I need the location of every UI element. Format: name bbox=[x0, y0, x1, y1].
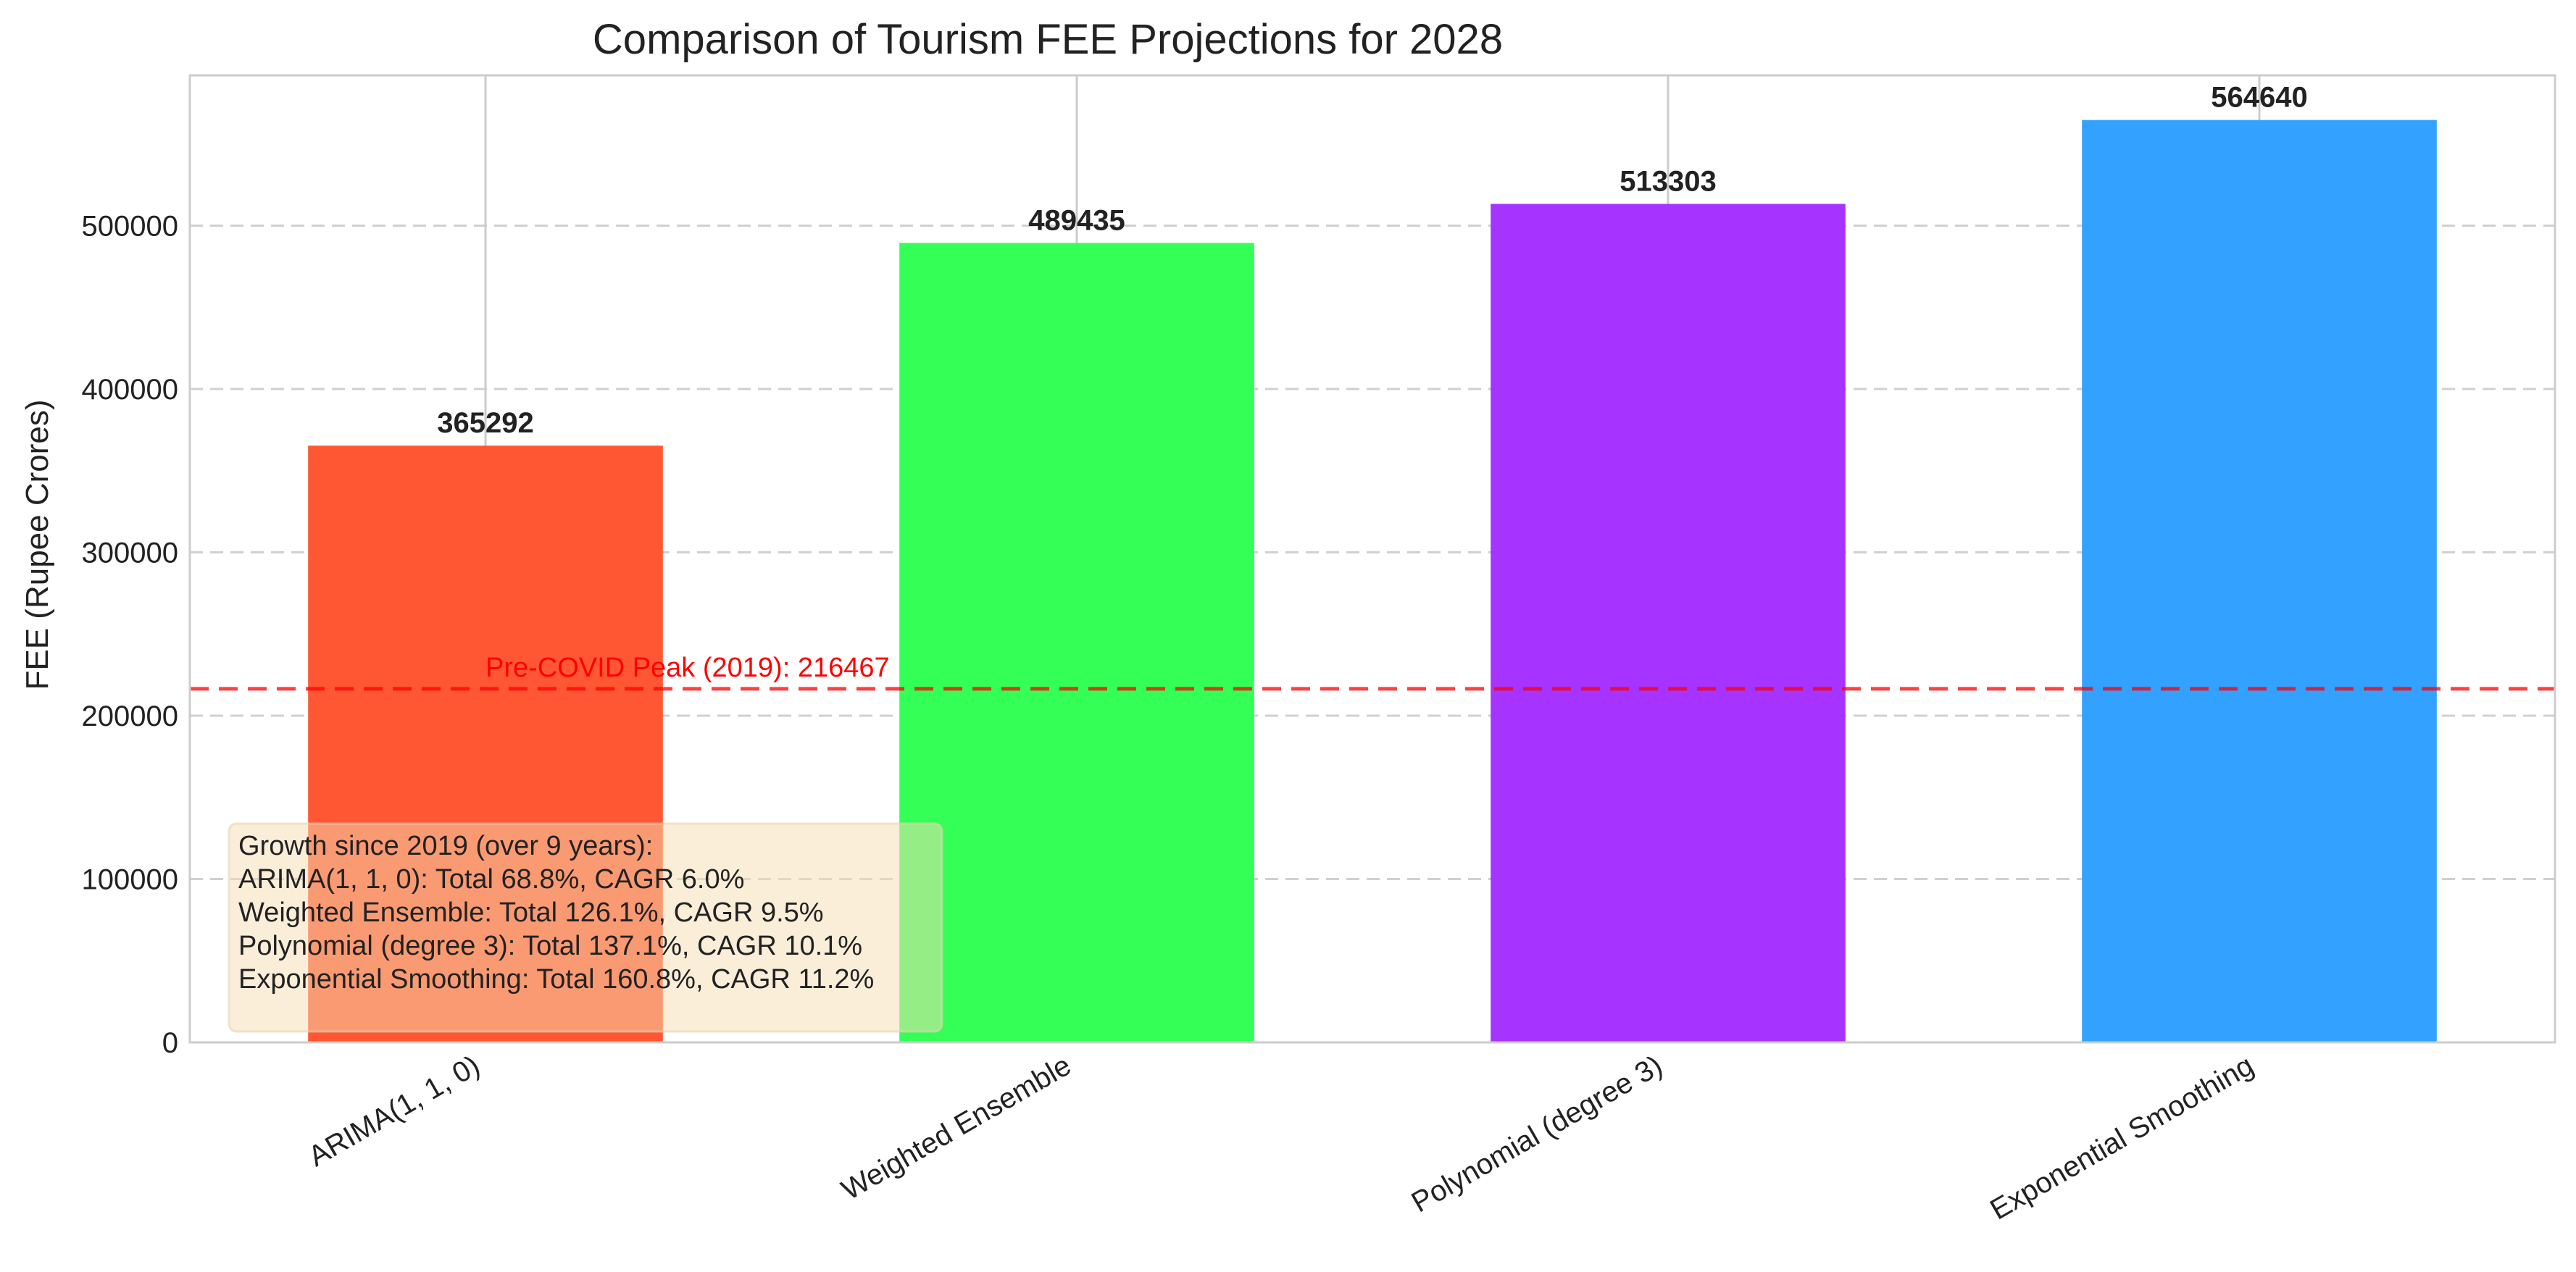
bar-value-label: 489435 bbox=[1028, 204, 1125, 236]
y-tick-label: 0 bbox=[162, 1027, 178, 1059]
annotation-line: Exponential Smoothing: Total 160.8%, CAG… bbox=[238, 964, 874, 995]
annotation-line: Polynomial (degree 3): Total 137.1%, CAG… bbox=[238, 931, 862, 961]
x-tick-label: Exponential Smoothing bbox=[1985, 1050, 2259, 1226]
y-tick-label: 100000 bbox=[82, 863, 178, 895]
annotation-line: Growth since 2019 (over 9 years): bbox=[238, 831, 653, 861]
x-tick-label: ARIMA(1, 1, 0) bbox=[303, 1050, 485, 1173]
y-tick-label: 400000 bbox=[82, 374, 178, 406]
y-tick-label: 300000 bbox=[82, 537, 178, 569]
growth-annotation: Growth since 2019 (over 9 years):ARIMA(1… bbox=[228, 822, 943, 1033]
y-tick-label: 500000 bbox=[82, 210, 178, 242]
bar bbox=[2082, 120, 2437, 1043]
bar-value-label: 513303 bbox=[1620, 165, 1716, 197]
bars: 365292 489435 513303 564640 bbox=[308, 82, 2437, 1043]
reference-line-group: Pre-COVID Peak (2019): 216467 bbox=[190, 653, 2555, 691]
plot-frame bbox=[188, 74, 2556, 1044]
x-tick-label: Polynomial (degree 3) bbox=[1406, 1050, 1668, 1219]
annotation-box bbox=[228, 822, 943, 1033]
annotation-line: ARIMA(1, 1, 0): Total 68.8%, CAGR 6.0% bbox=[238, 864, 744, 895]
y-tick-label: 200000 bbox=[82, 700, 178, 732]
y-axis-label: FEE (Rupee Crores) bbox=[20, 399, 55, 690]
bar bbox=[899, 243, 1254, 1042]
bar bbox=[1491, 204, 1846, 1042]
annotation-line: Weighted Ensemble: Total 126.1%, CAGR 9.… bbox=[238, 897, 824, 928]
chart-title: Comparison of Tourism FEE Projections fo… bbox=[593, 16, 1503, 63]
bar-value-label: 564640 bbox=[2211, 82, 2307, 114]
reference-line-label: Pre-COVID Peak (2019): 216467 bbox=[485, 653, 890, 683]
x-tick-label: Weighted Ensemble bbox=[836, 1050, 1076, 1207]
bar-value-label: 365292 bbox=[437, 407, 533, 439]
